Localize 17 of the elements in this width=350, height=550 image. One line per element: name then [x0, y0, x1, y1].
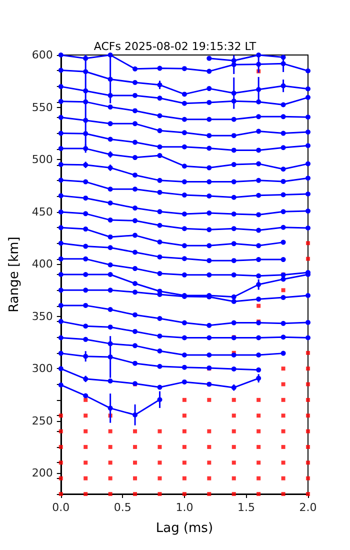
y-tick-label: 500 [32, 153, 53, 166]
x-tick-label: 2.0 [299, 501, 317, 514]
y-tick-label: 300 [32, 362, 53, 376]
y-axis-title: Range [km] [7, 236, 22, 312]
chart-title: ACFs 2025-08-02 19:15:32 LT [94, 40, 256, 53]
x-tick-label: 0.0 [52, 501, 70, 514]
y-tick-label: 550 [32, 100, 53, 114]
x-axis-title: Lag (ms) [156, 521, 214, 536]
y-tick-label: 600 [32, 48, 53, 62]
y-tick-label: 200 [32, 466, 53, 480]
x-tick-label: 1.0 [176, 501, 194, 514]
y-tick-label: 400 [32, 258, 53, 271]
x-tick-label: 1.5 [237, 501, 255, 514]
y-tick-label: 250 [32, 414, 53, 428]
x-tick-label: 0.5 [114, 501, 132, 514]
y-tick-label: 450 [32, 205, 53, 218]
y-tick-label: 350 [32, 310, 53, 323]
